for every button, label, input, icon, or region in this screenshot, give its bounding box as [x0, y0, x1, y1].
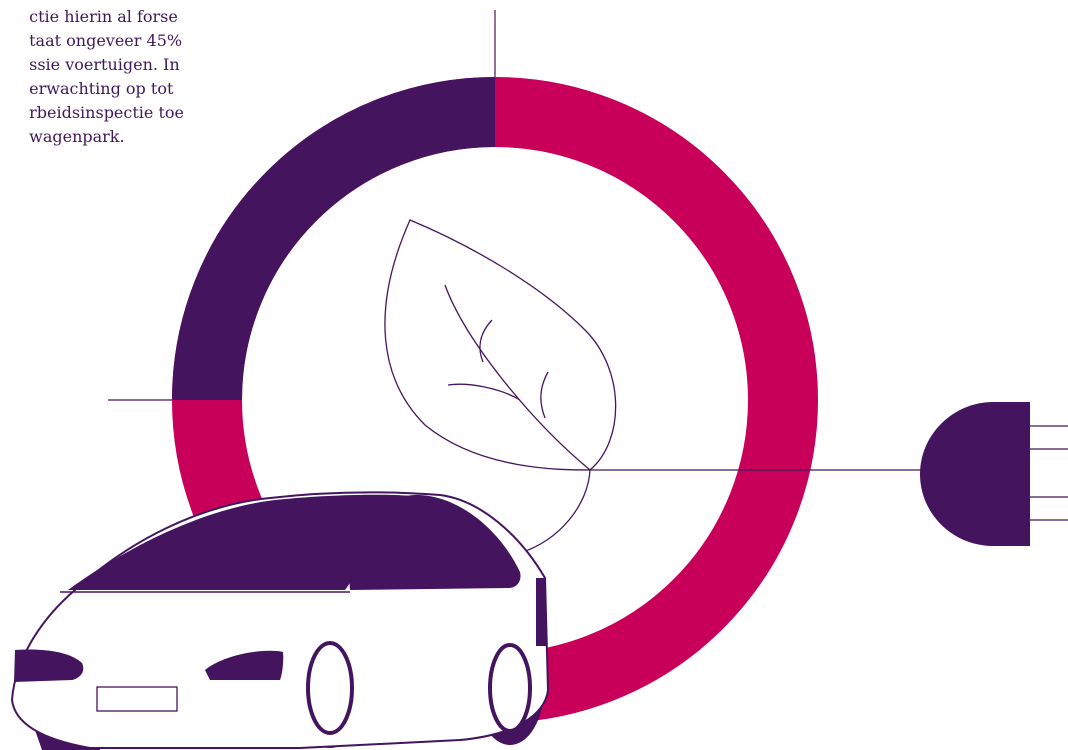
intro-line: erwachting op tot	[29, 79, 174, 98]
intro-text: ctie hierin al forse taat ongeveer 45% s…	[0, 0, 240, 210]
plug-icon	[920, 402, 1068, 546]
intro-line: rbeidsinspectie toe	[29, 103, 184, 122]
intro-line: ssie voertuigen. In	[29, 55, 180, 74]
intro-line: taat ongeveer 45%	[29, 31, 183, 50]
intro-line: ctie hierin al forse	[29, 7, 178, 26]
intro-line: wagenpark.	[29, 127, 125, 146]
car-icon	[10, 491, 550, 750]
leaf-icon	[384, 219, 617, 554]
intro-paragraph: ctie hierin al forse taat ongeveer 45% s…	[29, 5, 184, 149]
donut-segment-purple	[172, 77, 496, 401]
